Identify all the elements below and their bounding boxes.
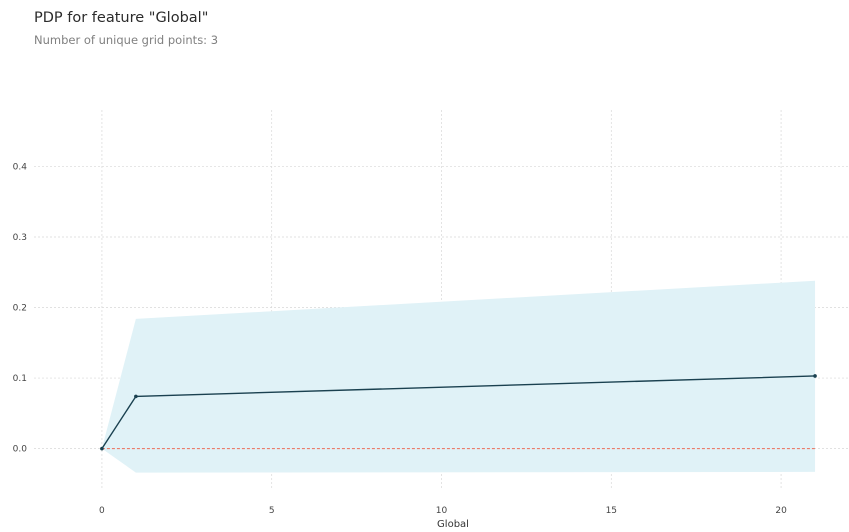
x-tick-label: 5 xyxy=(269,506,275,516)
chart-title: PDP for feature "Global" xyxy=(34,10,209,26)
y-tick-label: 0.1 xyxy=(13,374,27,384)
x-tick-label: 15 xyxy=(606,506,617,516)
pdp-point xyxy=(813,374,817,378)
chart-subtitle: Number of unique grid points: 3 xyxy=(34,33,219,47)
confidence-band xyxy=(101,280,816,473)
y-axis-ticks: 0.0 0.1 0.2 0.3 0.4 xyxy=(13,162,28,454)
pdp-point xyxy=(100,446,104,451)
x-axis-ticks: 0 5 10 15 20 xyxy=(99,506,787,516)
pdp-line-layer xyxy=(100,374,817,451)
y-tick-label: 0.0 xyxy=(13,445,28,455)
x-tick-label: 10 xyxy=(436,506,448,516)
x-tick-label: 0 xyxy=(99,506,105,516)
x-tick-label: 20 xyxy=(775,506,787,516)
confidence-band-layer xyxy=(101,280,816,473)
pdp-point xyxy=(134,394,138,399)
y-tick-label: 0.4 xyxy=(13,162,28,172)
y-tick-label: 0.2 xyxy=(13,304,27,314)
x-axis-label: Global xyxy=(437,519,469,530)
y-tick-label: 0.3 xyxy=(13,233,27,243)
